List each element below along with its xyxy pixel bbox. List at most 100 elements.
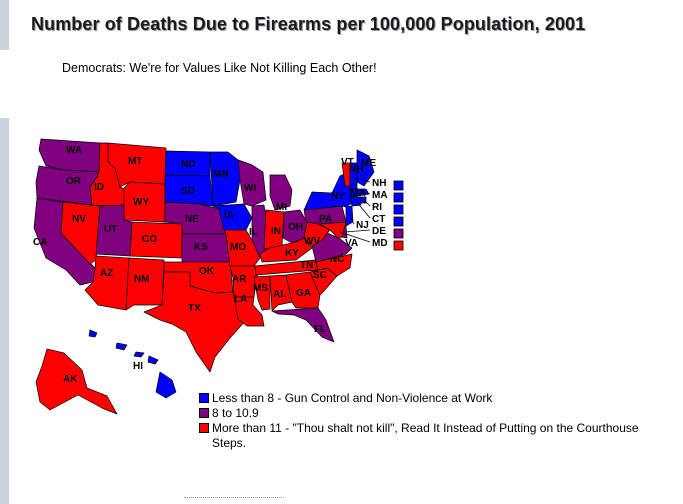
state-label-ok: OK	[199, 266, 215, 277]
state-nm	[125, 257, 165, 311]
state-label-nd: ND	[181, 159, 195, 170]
state-label-ca: CA	[33, 237, 47, 248]
callout-swatch-md	[393, 240, 404, 251]
states-layer: WA OR CA ID NV MT WY UT CO AZ NM ND SD NE KS OK TX MN IA MO…	[33, 138, 376, 415]
legend-label-high: More than 11 - "Thou shalt not kill", Re…	[212, 421, 639, 450]
state-label-ms: MS	[253, 283, 268, 294]
state-label-nv: NV	[72, 214, 86, 225]
state-nc	[315, 253, 353, 277]
state-label-il: IL	[249, 227, 258, 238]
state-label-ks: KS	[194, 242, 208, 253]
state-label-la: LA	[234, 294, 247, 305]
state-label-mt: MT	[128, 156, 142, 167]
state-md	[319, 221, 347, 239]
state-label-sc: SC	[313, 270, 327, 281]
state-label-sd: SD	[181, 186, 195, 197]
state-label-nh: NH	[349, 164, 363, 175]
state-wy	[123, 181, 166, 223]
callout-line-nj	[348, 213, 355, 225]
state-label-ne: NE	[185, 214, 199, 225]
legend-item-mid: 8 to 10.9	[199, 406, 669, 421]
footer-divider	[184, 497, 284, 501]
state-ak	[35, 348, 118, 415]
state-ky	[259, 237, 313, 263]
callout-label-md: MD	[372, 238, 388, 249]
map-title: Number of Deaths Due to Firearms per 100…	[31, 14, 586, 34]
state-label-wa: WA	[66, 145, 82, 156]
state-al	[269, 274, 293, 312]
state-fl	[271, 307, 335, 343]
state-label-hi: HI	[133, 361, 143, 372]
callout-label-ma: MA	[372, 190, 388, 201]
state-label-nc: NC	[330, 254, 344, 265]
state-ri	[360, 196, 367, 204]
state-label-ma: MA	[350, 188, 366, 199]
callout-label-ri: RI	[372, 202, 382, 213]
state-label-wi: WI	[244, 183, 256, 194]
state-label-vt: VT	[341, 157, 354, 168]
us-choropleth-map: WA OR CA ID NV MT WY UT CO AZ NM ND SD NE KS OK TX MN IA MO…	[33, 138, 404, 415]
state-label-oh: OH	[288, 222, 303, 233]
state-tx	[143, 271, 247, 373]
map-subtitle: Democrats: We're for Values Like Not Kil…	[62, 61, 377, 75]
state-label-fl: FL	[314, 324, 326, 335]
state-label-id: ID	[94, 182, 104, 193]
callout-label-ct: CT	[372, 214, 385, 225]
slide-edge-bar-bottom	[0, 118, 9, 504]
legend-swatch-low	[199, 393, 209, 403]
callout-label-de: DE	[372, 226, 386, 237]
legend-swatch-mid	[199, 408, 209, 418]
callout-swatch-ct	[393, 216, 404, 227]
state-label-ia: IA	[224, 210, 234, 221]
slide-edge-bar-top	[0, 0, 9, 50]
state-label-tx: TX	[188, 303, 201, 314]
state-mi	[269, 174, 293, 211]
state-label-al: AL	[273, 289, 286, 300]
state-mo	[223, 229, 261, 267]
state-label-ar: AR	[232, 274, 247, 285]
state-label-nm: NM	[134, 274, 150, 285]
state-label-ny: NY	[331, 191, 345, 202]
callout-line-de	[344, 229, 371, 233]
state-label-tn: TN	[300, 260, 313, 271]
state-label-co: CO	[142, 234, 157, 245]
state-nv	[60, 201, 101, 265]
state-label-wv: WV	[304, 236, 320, 247]
callout-line-md	[339, 231, 371, 243]
state-label-ky: KY	[285, 248, 299, 259]
state-label-in: IN	[271, 226, 281, 237]
state-label-wy: WY	[133, 197, 149, 208]
state-label-mo: MO	[230, 242, 246, 253]
legend-item-high: More than 11 - "Thou shalt not kill", Re…	[199, 421, 669, 451]
state-label-or: OR	[66, 176, 82, 187]
legend: Less than 8 - Gun Control and Non-Violen…	[199, 391, 669, 451]
legend-label-low: Less than 8 - Gun Control and Non-Violen…	[212, 391, 493, 405]
state-label-ga: GA	[296, 288, 311, 299]
callout-swatch-ri	[393, 204, 404, 215]
callout-line-ma	[361, 191, 371, 195]
callout-swatch-nh	[393, 180, 404, 191]
legend-label-mid: 8 to 10.9	[212, 406, 259, 420]
callout-label-nh: NH	[372, 178, 386, 189]
legend-swatch-high	[199, 423, 209, 433]
state-wi	[237, 159, 267, 207]
callout-swatch-de	[393, 228, 404, 239]
state-ms	[253, 275, 271, 311]
callout-line-ct	[355, 200, 371, 219]
state-label-mn: MN	[213, 169, 229, 180]
state-label-az: AZ	[100, 268, 113, 279]
callout-swatch-ma	[393, 192, 404, 203]
state-label-ak: AK	[63, 374, 78, 385]
state-label-ut: UT	[104, 224, 117, 235]
state-label-me: ME	[361, 158, 376, 169]
state-nj	[345, 205, 354, 227]
state-label-pa: PA	[319, 214, 332, 225]
state-label-va: VA	[345, 238, 358, 249]
state-sd	[164, 174, 214, 207]
legend-item-low: Less than 8 - Gun Control and Non-Violen…	[199, 391, 669, 406]
callout-line-ri	[363, 199, 371, 207]
state-hi	[88, 329, 177, 399]
state-la	[233, 296, 265, 327]
callout-label-nj: NJ	[356, 220, 369, 231]
